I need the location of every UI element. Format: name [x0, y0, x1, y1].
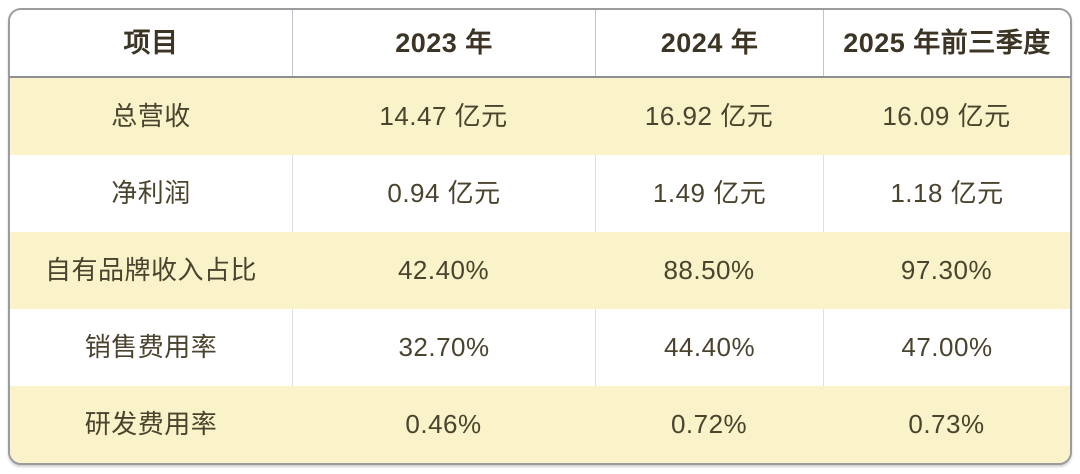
value-cell: 1.18 亿元: [823, 155, 1070, 232]
value-cell: 0.94 亿元: [291, 155, 595, 232]
header-cell-2023: 2023 年: [291, 10, 595, 76]
table-header-row: 项目 2023 年 2024 年 2025 年前三季度: [10, 10, 1070, 78]
row-label-cell: 研发费用率: [84, 408, 218, 439]
value-cell: 47.00%: [823, 309, 1070, 386]
value-cell: 32.70%: [291, 309, 595, 386]
value-cell: 16.92 亿元: [644, 100, 774, 131]
financial-metrics-table: 项目 2023 年 2024 年 2025 年前三季度 总营收 14.47 亿元…: [8, 8, 1072, 465]
value-cell: 1.49 亿元: [595, 155, 823, 232]
value-cell: 0.72%: [670, 408, 748, 439]
row-label-cell: 总营收: [111, 100, 191, 131]
header-cell-2024: 2024 年: [595, 10, 823, 76]
value-cell: 42.40%: [397, 254, 490, 285]
table-row-selling-expense-ratio: 销售费用率 32.70% 44.40% 47.00%: [10, 309, 1070, 386]
table-row-net-profit: 净利润 0.94 亿元 1.49 亿元 1.18 亿元: [10, 155, 1070, 232]
table-row-rd-expense-ratio: 研发费用率 0.46% 0.72% 0.73%: [10, 386, 1070, 463]
value-cell: 0.73%: [908, 408, 985, 439]
value-cell: 97.30%: [900, 254, 993, 285]
value-cell: 14.47 亿元: [379, 100, 508, 131]
value-cell: 44.40%: [595, 309, 823, 386]
header-cell-2025q3: 2025 年前三季度: [823, 10, 1070, 76]
table-row-total-revenue: 总营收 14.47 亿元 16.92 亿元 16.09 亿元: [10, 78, 1070, 155]
row-label-cell: 销售费用率: [84, 331, 218, 362]
value-cell: 0.46%: [405, 408, 482, 439]
row-label-cell: 净利润: [111, 177, 191, 208]
row-label-cell: 自有品牌收入占比: [44, 254, 257, 285]
value-cell: 88.50%: [663, 254, 755, 285]
header-cell-item: 项目: [123, 27, 179, 58]
value-cell: 16.09 亿元: [882, 100, 1011, 131]
table-row-own-brand-share: 自有品牌收入占比 42.40% 88.50% 97.30%: [10, 232, 1070, 309]
